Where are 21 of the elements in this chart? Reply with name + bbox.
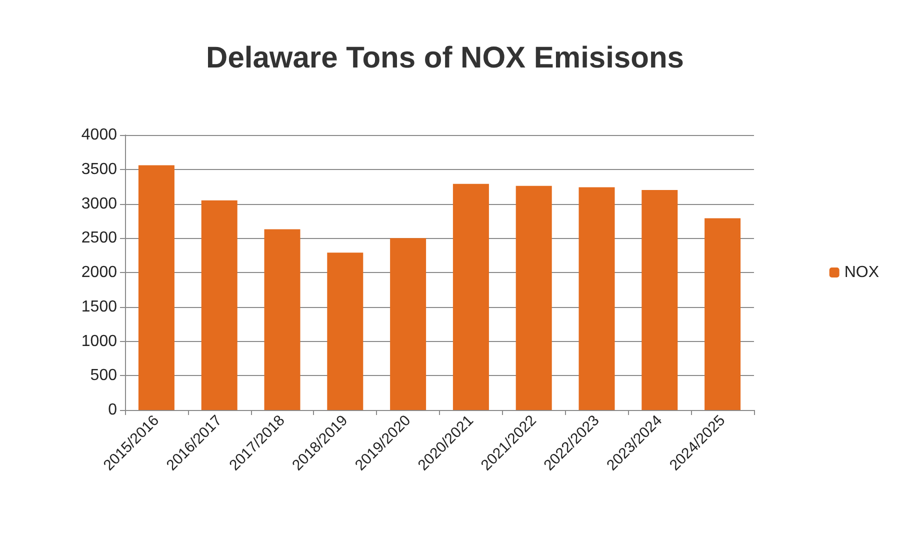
legend-label: NOX xyxy=(844,264,880,281)
y-tick-label: 3500 xyxy=(81,160,118,178)
bar xyxy=(201,200,238,410)
bar xyxy=(390,238,426,410)
bar xyxy=(704,218,741,410)
y-tick-label: 1500 xyxy=(81,298,118,316)
y-tick-label: 500 xyxy=(90,367,118,384)
y-tick-label: 0 xyxy=(108,402,118,418)
y-tick-label: 1000 xyxy=(81,332,118,350)
bar xyxy=(642,190,678,410)
chart-title: Delaware Tons of NOX Emisisons xyxy=(206,42,684,74)
bar xyxy=(452,184,489,410)
y-tick-label: 2500 xyxy=(81,230,118,247)
bar xyxy=(264,229,300,410)
y-tick-label: 4000 xyxy=(81,126,118,144)
y-tick-label: 2000 xyxy=(81,264,118,281)
y-tick-label: 3000 xyxy=(81,195,118,212)
bar xyxy=(578,187,615,410)
bar xyxy=(138,165,174,410)
bar xyxy=(516,186,552,410)
bar xyxy=(327,252,364,410)
